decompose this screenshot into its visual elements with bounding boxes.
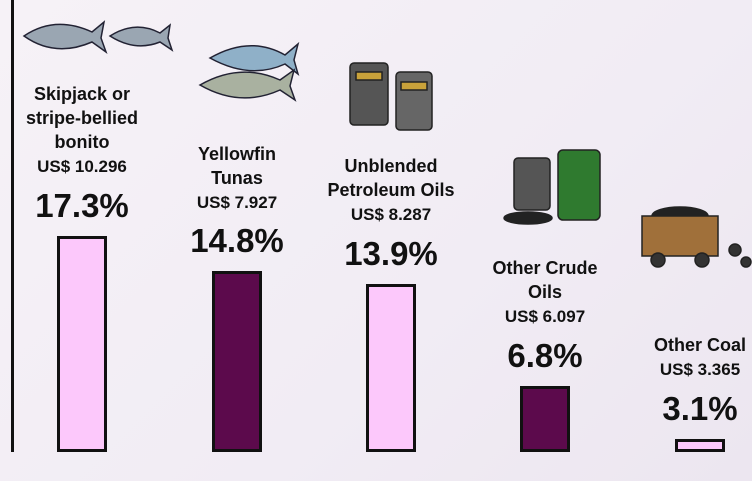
value-label: 3.1%	[662, 390, 738, 428]
amount-label: US$ 8.287	[350, 205, 432, 225]
category-block: Other Crude Oils US$ 6.097	[490, 256, 600, 330]
bar	[57, 235, 107, 452]
amount-label: US$ 7.927	[196, 192, 278, 212]
category-block: Other Coal US$ 3.365	[650, 333, 750, 383]
coal-icon	[641, 206, 752, 268]
category-label: Yellowfin Tunas	[197, 143, 276, 188]
category-label: Other Coal	[653, 335, 746, 356]
category-block: Unblended Petroleum Oils US$ 8.287	[311, 154, 471, 228]
bar	[520, 386, 570, 452]
amount-label: US$ 6.097	[504, 307, 586, 327]
amount-label: US$ 10.296	[37, 156, 127, 176]
fish-icon	[22, 20, 300, 102]
bar	[212, 271, 262, 452]
value-label: 13.9%	[344, 235, 438, 273]
bar	[675, 439, 725, 452]
value-label: 17.3%	[35, 186, 129, 224]
category-block: Yellowfin Tunas US$ 7.927	[182, 142, 292, 216]
category-label: Other Crude Oils	[492, 258, 598, 303]
bar	[366, 284, 416, 452]
category-label: Unblended Petroleum Oils	[327, 156, 455, 201]
value-label: 6.8%	[507, 337, 583, 375]
category-label: Skipjack or stripe-bellied bonito	[25, 83, 139, 152]
axis-line	[11, 0, 14, 452]
barrel-icon	[349, 62, 601, 225]
category-block: Skipjack or stripe-bellied bonito US$ 10.…	[12, 82, 152, 180]
amount-label: US$ 3.365	[659, 360, 741, 380]
value-label: 14.8%	[190, 222, 284, 260]
